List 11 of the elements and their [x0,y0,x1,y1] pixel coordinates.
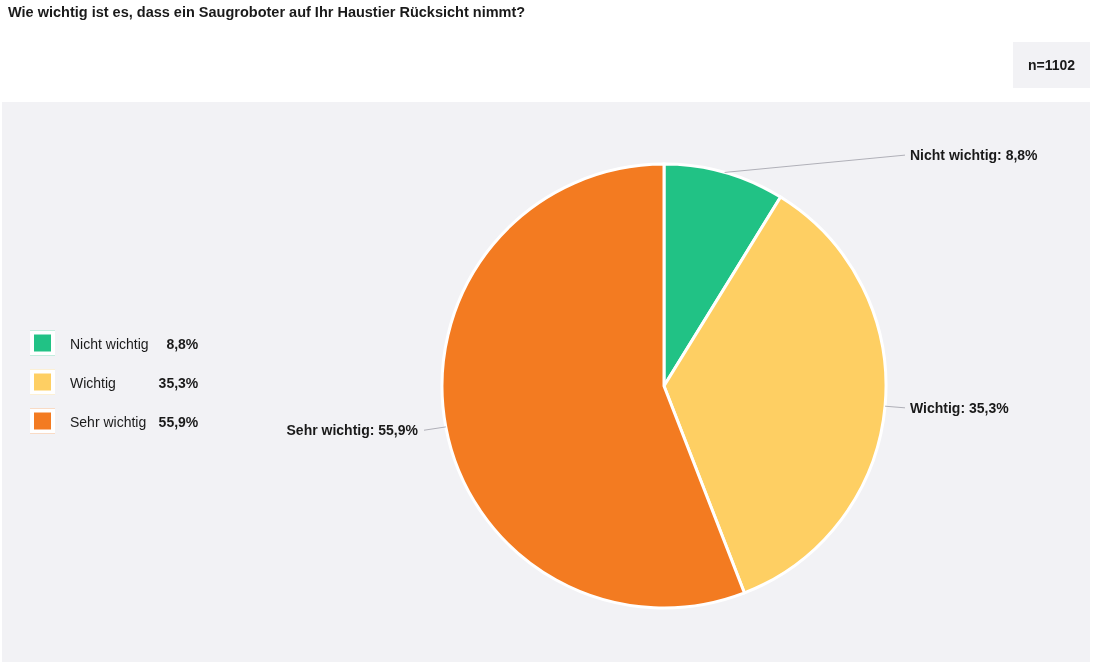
text: n=1102 [1013,42,1090,88]
text: Sehr wichtig: 55,9% [286,422,418,439]
legend-label: Nicht wichtig [70,335,150,351]
text: Nicht wichtig: 8,8% [910,147,1038,164]
chart-title: Wie wichtig ist es, dass ein Saugroboter auf Ihr Haustier Rücksicht nimmt? [8,4,526,20]
legend-label: Wichtig [70,374,117,390]
data-label: 35,3% [158,374,199,390]
legend-label: Sehr wichtig [70,413,148,429]
data-label: 55,9% [158,413,199,429]
text: Wichtig: 35,3% [910,399,1009,416]
data-label: 8,8% [165,335,199,351]
